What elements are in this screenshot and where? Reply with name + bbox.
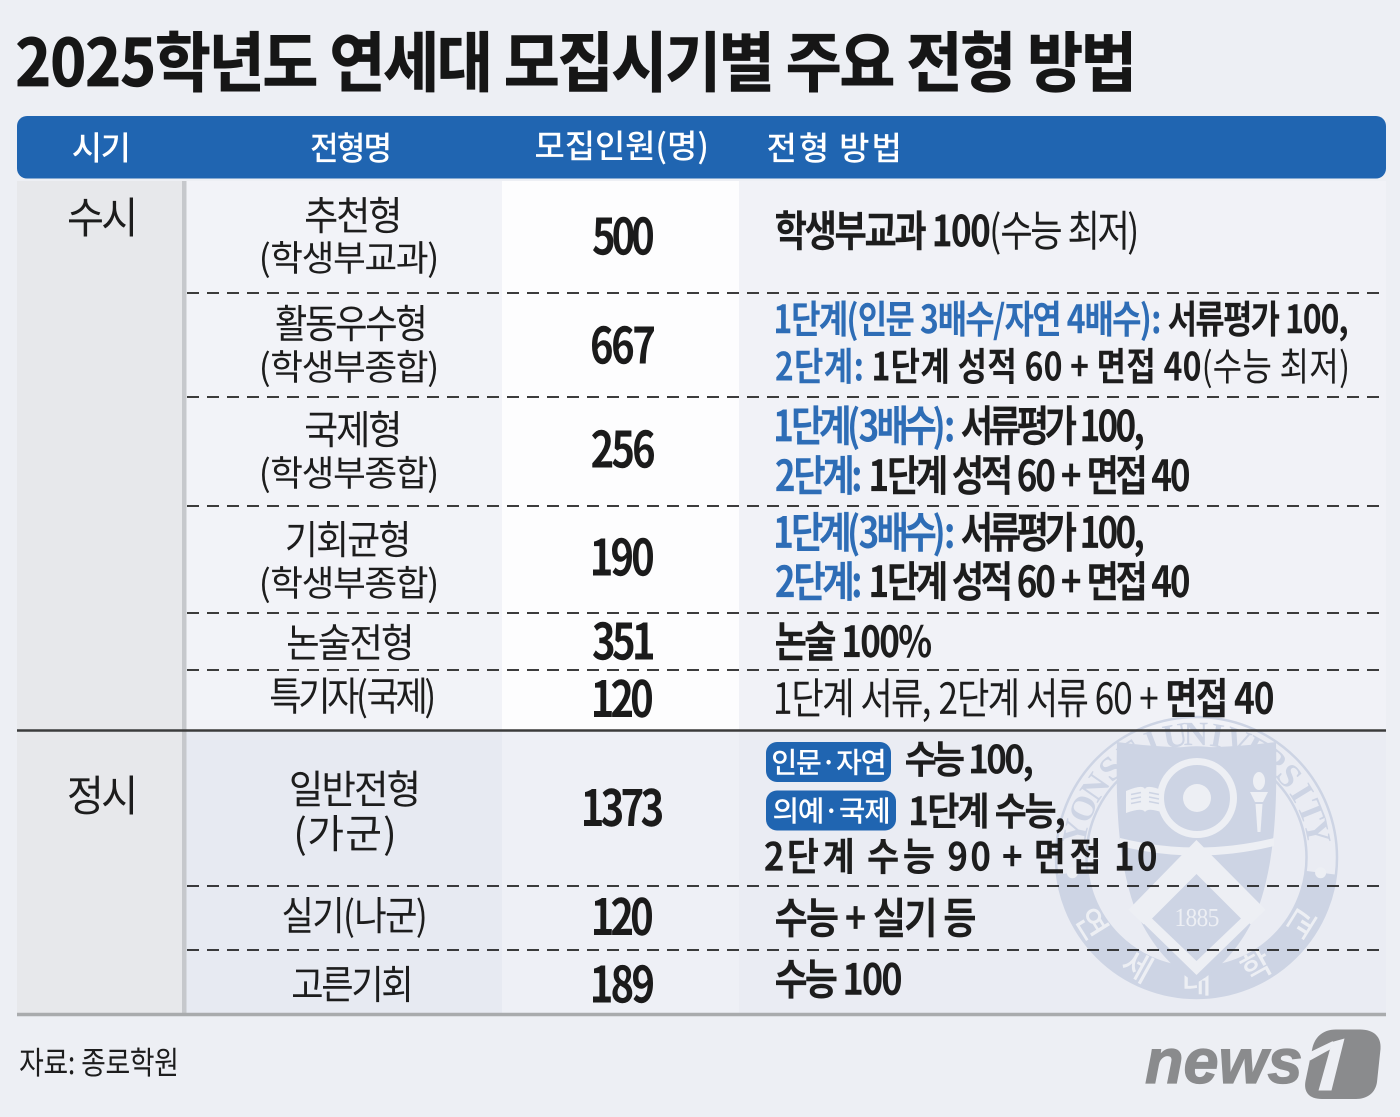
svg-text:news: news bbox=[1145, 1027, 1303, 1097]
